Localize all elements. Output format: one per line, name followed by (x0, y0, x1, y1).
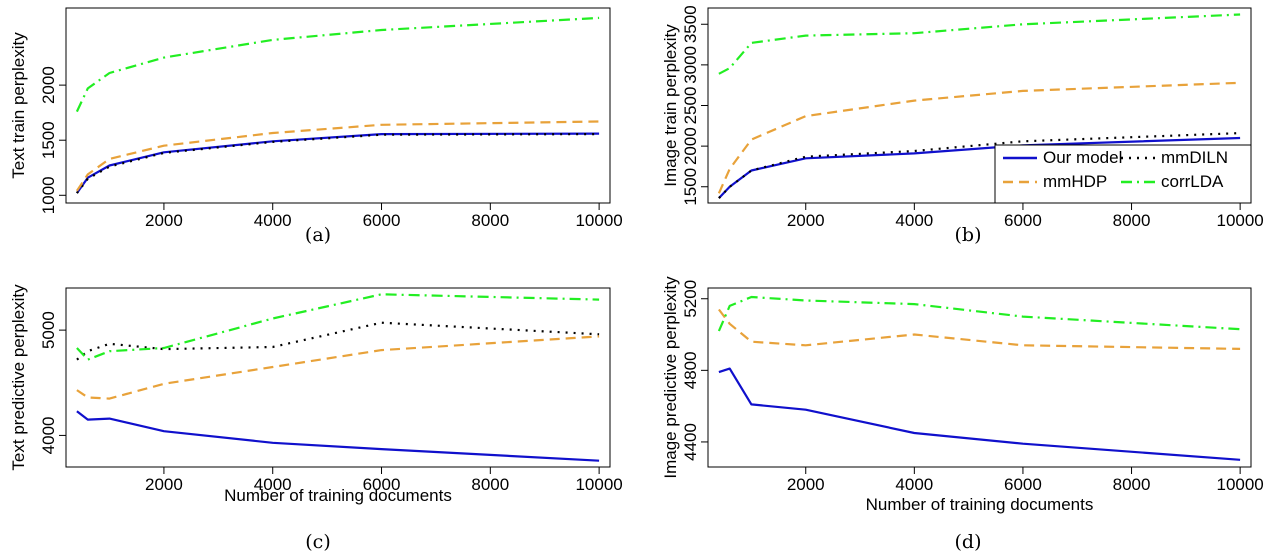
legend-label-mmdiln: mmDILN (1161, 148, 1228, 167)
panel-caption: (b) (955, 224, 982, 246)
y-axis-title: Image predictive perplexity (661, 276, 680, 479)
y-tick-label: 2000 (39, 66, 58, 104)
series-line-our-model (76, 410, 600, 462)
panel-a: 2000 4000 6000 8000 10000 1000 1500 2000 Text tr… (9, 7, 623, 246)
x-tick-label: 2000 (787, 475, 825, 494)
x-axis-title: Number of training documents (866, 495, 1094, 514)
legend-label-corrlda: corrLDA (1161, 172, 1224, 191)
y-tick-label: 1500 (39, 121, 58, 159)
y-tick-label: 4000 (39, 416, 58, 454)
x-tick-label: 8000 (471, 211, 509, 230)
panel-caption: (d) (955, 531, 982, 553)
x-axis: 2000 4000 6000 8000 10000 (787, 467, 1264, 494)
y-axis: 1500 2000 2500 3000 3500 (681, 5, 708, 206)
series-line-corrlda (717, 295, 1241, 332)
x-tick-label: 10000 (1216, 475, 1263, 494)
x-tick-label: 4000 (895, 475, 933, 494)
x-tick-label: 2000 (145, 211, 183, 230)
x-axis: 2000 4000 6000 8000 10000 (145, 203, 623, 230)
y-tick-label: 4800 (681, 351, 700, 389)
x-tick-label: 6000 (1004, 475, 1042, 494)
panel-caption: (a) (305, 224, 331, 246)
x-tick-label: 2000 (145, 475, 183, 494)
y-tick-label: 2500 (681, 87, 700, 125)
x-tick-label: 6000 (363, 475, 401, 494)
x-tick-label: 8000 (1113, 475, 1151, 494)
legend-box (994, 144, 1252, 204)
y-axis-title: Image train perplexity (661, 24, 680, 187)
y-axis-title: Text train perplexity (9, 32, 28, 179)
y-axis: 4000 5000 (39, 311, 66, 454)
series-line-mmhdp (718, 308, 1241, 350)
legend-label-our-model: Our model (1043, 148, 1122, 167)
plot-frame (65, 287, 611, 468)
x-tick-label: 2000 (787, 211, 825, 230)
panel-caption: (c) (305, 531, 330, 553)
y-tick-label: 4400 (681, 423, 700, 461)
series-line-our-model (718, 367, 1241, 461)
panel-b: 2000 4000 6000 8000 10000 1500 2000 2500 3000 350… (661, 5, 1264, 246)
y-tick-label: 2000 (681, 127, 700, 165)
y-axis: 4400 4800 5200 (681, 280, 708, 461)
y-tick-label: 1500 (681, 168, 700, 206)
x-axis: 2000 4000 6000 8000 10000 (787, 203, 1264, 230)
x-tick-label: 8000 (471, 475, 509, 494)
plot-frame (707, 287, 1252, 468)
x-tick-label: 10000 (575, 211, 622, 230)
series-line-mmhdp (76, 335, 600, 400)
series-line-corrlda (718, 13, 1241, 75)
y-tick-label: 3000 (681, 46, 700, 84)
x-tick-label: 4000 (895, 211, 933, 230)
series-line-corrlda (75, 16, 600, 113)
series-line-corrlda (76, 293, 600, 361)
x-tick-label: 10000 (1216, 211, 1263, 230)
legend: Our model mmDILN mmHDP corrLDA (994, 144, 1252, 204)
y-tick-label: 5200 (681, 280, 700, 318)
series-line-mmhdp (717, 81, 1241, 194)
plot-frame (65, 7, 611, 204)
y-axis-title: Text predictive perplexity (9, 284, 28, 471)
y-tick-label: 1000 (39, 176, 58, 214)
series-line-our-model (76, 132, 600, 194)
x-tick-label: 8000 (1113, 211, 1151, 230)
x-tick-label: 4000 (254, 211, 292, 230)
x-axis: 2000 4000 6000 8000 10000 (145, 467, 623, 494)
series-line-mmhdp (75, 120, 600, 192)
legend-label-mmhdp: mmHDP (1043, 172, 1107, 191)
x-tick-label: 4000 (254, 475, 292, 494)
x-axis-title: Number of training documents (224, 486, 452, 505)
y-tick-label: 3500 (681, 5, 700, 43)
panel-c: 2000 4000 6000 8000 10000 4000 5000 Text predic… (9, 284, 623, 553)
x-tick-label: 10000 (575, 475, 622, 494)
x-tick-label: 6000 (363, 211, 401, 230)
y-axis: 1000 1500 2000 (39, 66, 66, 214)
x-tick-label: 6000 (1004, 211, 1042, 230)
y-tick-label: 5000 (39, 311, 58, 349)
series-line-mmdiln (76, 133, 600, 194)
